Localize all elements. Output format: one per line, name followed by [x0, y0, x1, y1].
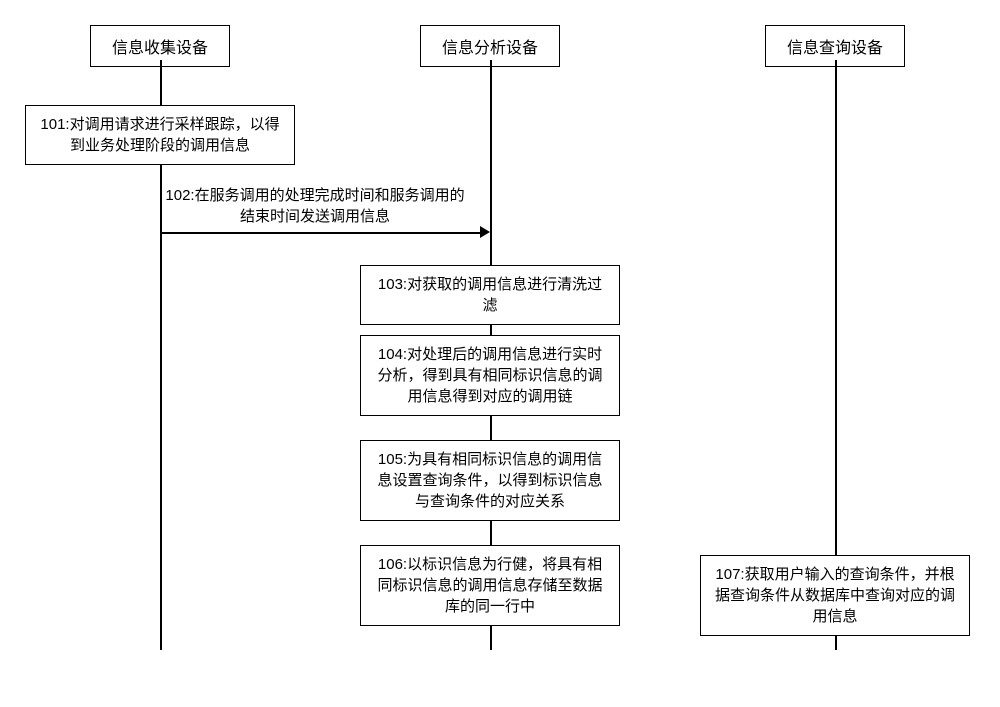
lane-header-query-label: 信息查询设备	[787, 40, 883, 57]
step-104: 104:对处理后的调用信息进行实时分析，得到具有相同标识信息的调用信息得到对应的…	[360, 335, 620, 416]
step-101: 101:对调用请求进行采样跟踪，以得到业务处理阶段的调用信息	[25, 105, 295, 165]
step-105: 105:为具有相同标识信息的调用信息设置查询条件，以得到标识信息与查询条件的对应…	[360, 440, 620, 521]
message-102-arrowhead	[480, 226, 490, 238]
message-102-arrow	[160, 232, 480, 234]
step-101-text: 101:对调用请求进行采样跟踪，以得到业务处理阶段的调用信息	[40, 116, 279, 154]
step-106: 106:以标识信息为行健，将具有相同标识信息的调用信息存储至数据库的同一行中	[360, 545, 620, 626]
step-107-text: 107:获取用户输入的查询条件，并根据查询条件从数据库中查询对应的调用信息	[715, 566, 955, 625]
lane-header-collect-label: 信息收集设备	[112, 40, 208, 57]
step-103: 103:对获取的调用信息进行清洗过滤	[360, 265, 620, 325]
step-106-text: 106:以标识信息为行健，将具有相同标识信息的调用信息存储至数据库的同一行中	[377, 556, 602, 615]
message-102-text: 102:在服务调用的处理完成时间和服务调用的结束时间发送调用信息	[165, 187, 464, 225]
step-105-text: 105:为具有相同标识信息的调用信息设置查询条件，以得到标识信息与查询条件的对应…	[377, 451, 602, 510]
lane-header-analyze-label: 信息分析设备	[442, 40, 538, 57]
message-102-label: 102:在服务调用的处理完成时间和服务调用的结束时间发送调用信息	[160, 185, 470, 227]
step-104-text: 104:对处理后的调用信息进行实时分析，得到具有相同标识信息的调用信息得到对应的…	[377, 346, 602, 405]
step-103-text: 103:对获取的调用信息进行清洗过滤	[378, 276, 602, 314]
step-107: 107:获取用户输入的查询条件，并根据查询条件从数据库中查询对应的调用信息	[700, 555, 970, 636]
